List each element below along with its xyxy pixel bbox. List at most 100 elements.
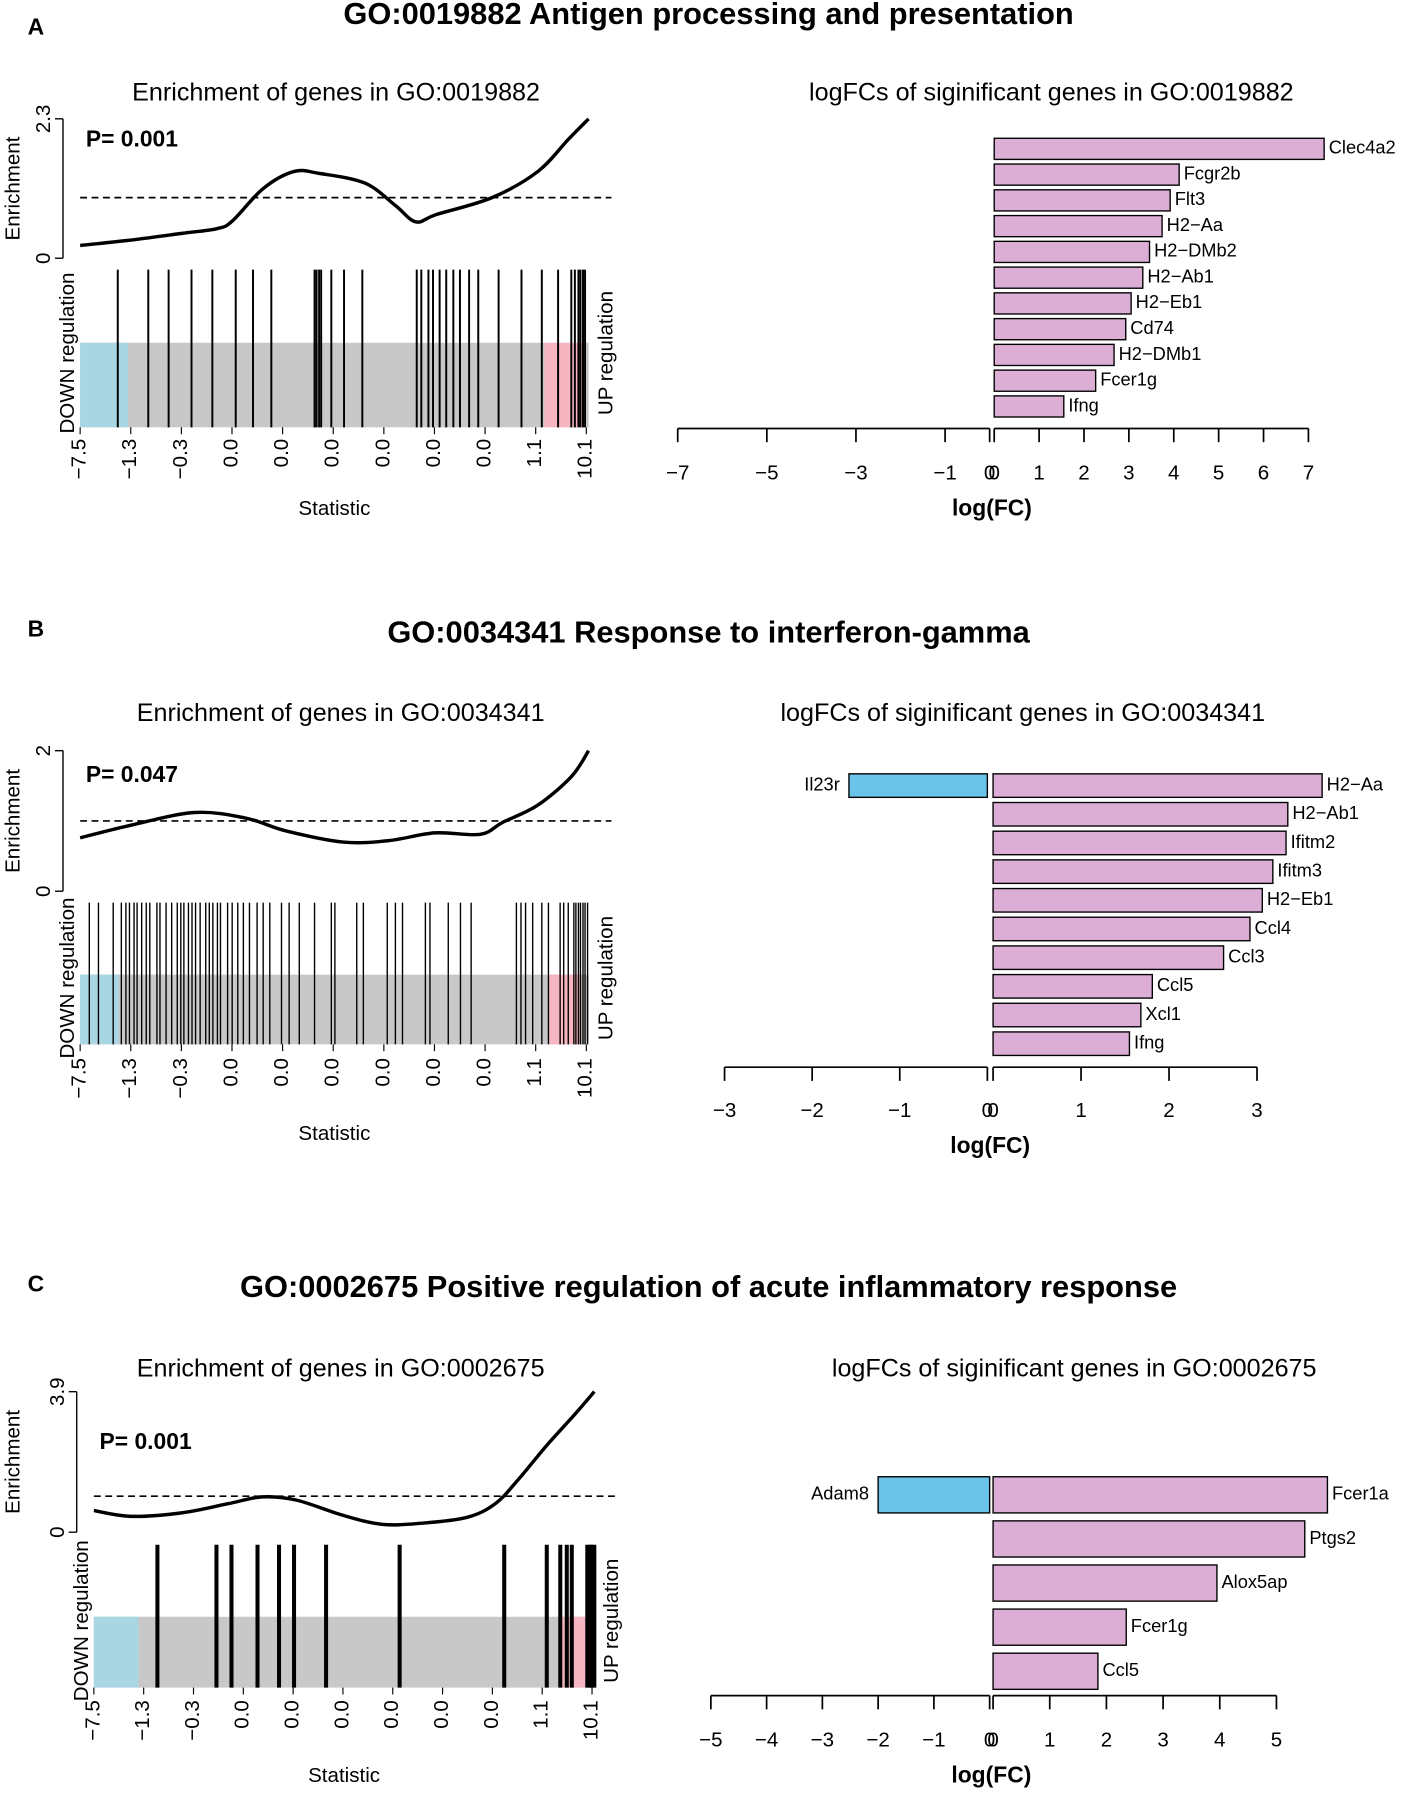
- x-tick-label: −3: [713, 1099, 736, 1122]
- bar-label: Ptgs2: [1309, 1527, 1356, 1548]
- x-tick-label: 0.0: [371, 1058, 394, 1087]
- y-tick-label: 3.9: [46, 1377, 69, 1406]
- bar-label: Ifng: [1068, 394, 1098, 415]
- x-axis-label: Statistic: [308, 1764, 380, 1787]
- chart-title: logFCs of siginificant genes in GO:00026…: [832, 1355, 1317, 1383]
- bar: [993, 189, 1171, 212]
- bar-label: H2−DMb2: [1154, 240, 1237, 261]
- x-tick-label: −2: [800, 1099, 823, 1122]
- x-axis-label: Statistic: [298, 497, 370, 520]
- x-tick-label: 0: [988, 462, 999, 485]
- down-region: [80, 342, 128, 428]
- bar-label: Ccl4: [1255, 917, 1292, 938]
- bar-label: Flt3: [1175, 188, 1205, 209]
- x-tick-label: 0.0: [330, 1700, 353, 1729]
- bar: [992, 1002, 1142, 1028]
- x-tick-label: −4: [755, 1729, 778, 1752]
- x-tick-label: 1.1: [523, 439, 546, 468]
- neutral-band: [80, 342, 589, 428]
- x-tick-label: 0.0: [219, 439, 242, 468]
- x-tick-label: 0.0: [422, 439, 445, 468]
- bar: [848, 773, 989, 799]
- bar: [992, 887, 1263, 913]
- bar-label: H2−DMb1: [1119, 343, 1202, 364]
- bar-label: Il23r: [804, 773, 840, 794]
- x-tick-label: 0: [982, 1099, 993, 1122]
- down-label: DOWN regulation: [56, 273, 79, 434]
- x-tick-label: −0.3: [169, 1058, 192, 1099]
- x-tick-label: 0.0: [231, 1700, 254, 1729]
- bar: [992, 1520, 1306, 1558]
- x-tick-label: −1: [922, 1729, 945, 1752]
- bar: [992, 1564, 1218, 1602]
- bar-label: Ccl5: [1157, 974, 1194, 995]
- bar-label: Fcgr2b: [1184, 162, 1241, 183]
- x-tick-label: 1: [1044, 1729, 1055, 1752]
- bar-label: Alox5ap: [1221, 1571, 1287, 1592]
- chart-title: Enrichment of genes in GO:0019882: [132, 78, 540, 106]
- bar-label: Xcl1: [1145, 1003, 1181, 1024]
- x-tick-label: 3: [1251, 1099, 1262, 1122]
- bar: [877, 1476, 991, 1514]
- bar: [993, 163, 1180, 186]
- y-tick-label: 0: [46, 1526, 69, 1537]
- bar: [993, 214, 1163, 238]
- x-tick-label: −5: [755, 462, 778, 485]
- x-axis-label: log(FC): [951, 1762, 1031, 1788]
- y-tick-label: 2.3: [32, 105, 55, 134]
- bar-label: Clec4a2: [1329, 137, 1396, 158]
- x-axis-label: Statistic: [298, 1122, 370, 1145]
- bar: [992, 773, 1323, 799]
- bar-label: H2−Ab1: [1147, 265, 1214, 286]
- x-tick-label: 0.0: [480, 1700, 503, 1729]
- x-tick-label: 0.0: [281, 1700, 304, 1729]
- bar: [993, 292, 1132, 315]
- x-tick-label: 10.1: [579, 1700, 602, 1740]
- panel-title: GO:0034341 Response to interferon-gamma: [387, 614, 1030, 649]
- x-tick-label: 0.0: [219, 1058, 242, 1087]
- bar-label: Fcer1g: [1100, 369, 1157, 390]
- x-tick-label: 2: [1163, 1099, 1174, 1122]
- bar-label: Ifng: [1134, 1032, 1164, 1053]
- bar: [992, 1608, 1127, 1646]
- bar-label: Ifitm3: [1277, 859, 1322, 880]
- panel-letter: A: [28, 14, 45, 40]
- bar: [992, 859, 1274, 885]
- x-tick-label: 0.0: [321, 439, 344, 468]
- enrichment-curve: [79, 117, 590, 248]
- x-tick-label: −0.3: [169, 439, 192, 480]
- panel-letter: C: [28, 1270, 45, 1296]
- enrichment-curve: [93, 1390, 596, 1527]
- bar: [992, 1652, 1099, 1691]
- down-region: [80, 974, 119, 1045]
- y-tick-label: 0: [32, 885, 55, 896]
- down-label: DOWN regulation: [70, 1540, 93, 1701]
- x-tick-label: 2: [1078, 462, 1089, 485]
- x-axis-label: log(FC): [952, 495, 1032, 521]
- bar-label: Ccl5: [1102, 1659, 1139, 1680]
- bar: [993, 395, 1065, 418]
- x-tick-label: −1.3: [131, 1700, 154, 1741]
- chart-title: Enrichment of genes in GO:0002675: [137, 1355, 545, 1383]
- panel-title: GO:0002675 Positive regulation of acute …: [240, 1269, 1177, 1304]
- x-tick-label: 0.0: [321, 1058, 344, 1087]
- x-tick-label: −1.3: [118, 439, 141, 480]
- x-tick-label: 0: [984, 1729, 995, 1752]
- x-tick-label: 0: [987, 1099, 998, 1122]
- x-tick-label: 0.0: [430, 1700, 453, 1729]
- bar-label: H2−Eb1: [1267, 888, 1334, 909]
- chart-title: Enrichment of genes in GO:0034341: [137, 699, 545, 727]
- x-tick-label: −5: [699, 1729, 722, 1752]
- x-tick-label: −2: [866, 1729, 889, 1752]
- x-tick-label: −7.5: [68, 1058, 91, 1099]
- panel-letter: B: [28, 616, 45, 642]
- x-tick-label: 3: [1123, 462, 1134, 485]
- x-tick-label: 1: [1075, 1099, 1086, 1122]
- x-tick-label: 0.0: [473, 1058, 496, 1087]
- x-tick-label: −7.5: [81, 1700, 104, 1741]
- neutral-band: [93, 1616, 595, 1688]
- y-tick-label: 0: [32, 253, 55, 264]
- bar: [993, 266, 1144, 289]
- bar: [992, 830, 1287, 856]
- x-tick-label: −1.3: [118, 1058, 141, 1099]
